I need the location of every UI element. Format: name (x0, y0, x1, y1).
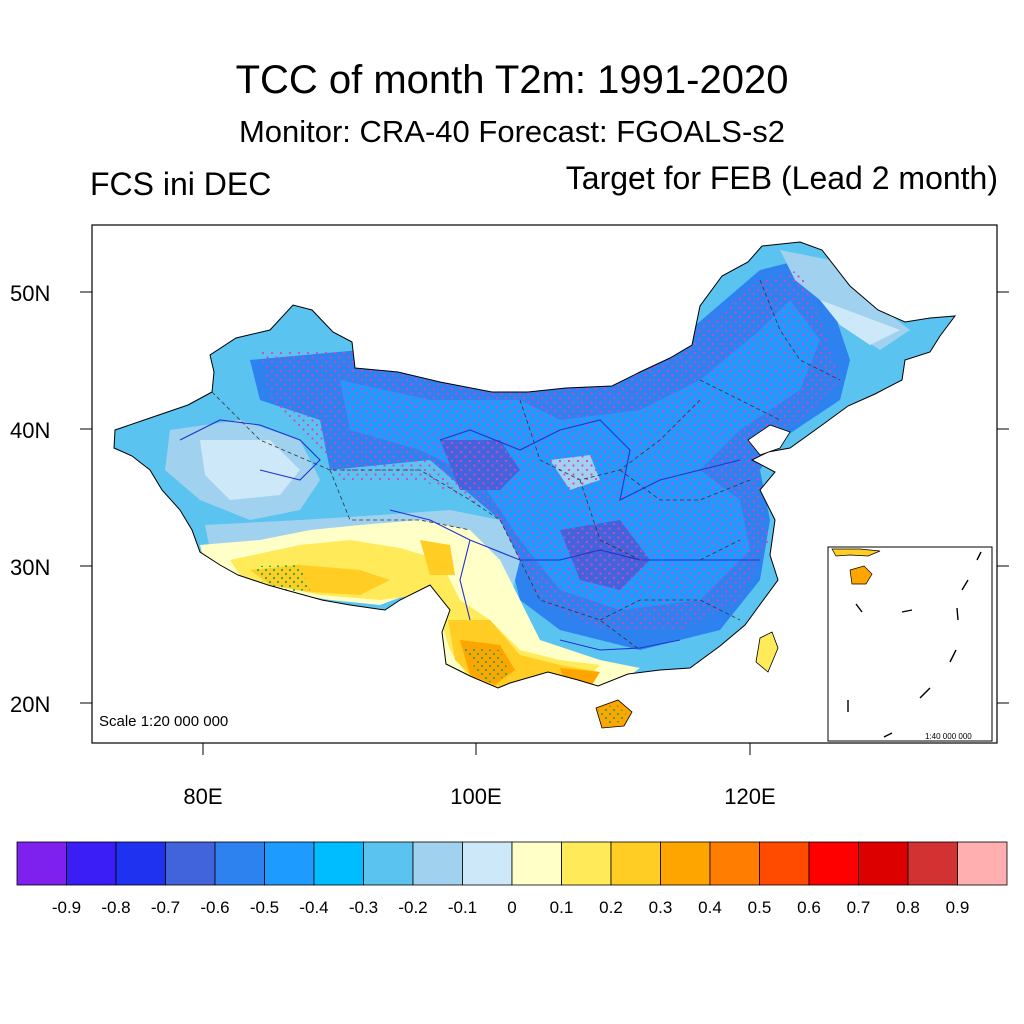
colorbar-label-1: -0.8 (101, 898, 130, 917)
scale-label: Scale 1:20 000 000 (99, 713, 228, 730)
colorbar-label-17: 0.8 (896, 898, 920, 917)
lat-label-20n: 20N (10, 692, 50, 717)
colorbar-swatch-6 (313, 841, 364, 886)
map-subtitle: Monitor: CRA-40 Forecast: FGOALS-s2 (238, 114, 786, 149)
lon-label-80e: 80E (183, 784, 222, 809)
colorbar-swatch-9 (462, 841, 513, 886)
colorbar-label-6: -0.3 (349, 898, 378, 917)
colorbar-swatch-19 (957, 841, 1008, 886)
colorbar-swatch-10 (511, 841, 562, 886)
colorbar-swatch-0 (16, 841, 67, 886)
colorbar-swatch-18 (907, 841, 958, 886)
lon-label-120e: 120E (724, 784, 775, 809)
colorbar-swatch-11 (561, 841, 612, 886)
lon-ticks (202, 743, 751, 755)
colorbar-swatch-3 (165, 841, 216, 886)
colorbar-label-5: -0.4 (299, 898, 328, 917)
south-china-sea-inset: 1:40 000 000 (827, 546, 993, 742)
colorbar-swatch-5 (264, 841, 315, 886)
lat-label-40n: 40N (10, 418, 50, 443)
rivers (179, 419, 760, 651)
colorbar-swatch-12 (610, 841, 661, 886)
colorbar-label-11: 0.2 (599, 898, 623, 917)
colorbar-label-2: -0.7 (151, 898, 180, 917)
colorbar-label-13: 0.4 (698, 898, 722, 917)
colorbar: -0.9 -0.8 -0.7 -0.6 -0.5 -0.4 -0.3 -0.2 -0.1 0 0.1… (16, 841, 1008, 917)
china-outline (113, 241, 957, 689)
map-title: TCC of month T2m: 1991-2020 (235, 58, 789, 102)
colorbar-label-7: -0.2 (398, 898, 427, 917)
colorbar-label-4: -0.5 (250, 898, 279, 917)
colorbar-label-14: 0.5 (748, 898, 772, 917)
colorbar-swatch-4 (214, 841, 265, 886)
colorbar-label-15: 0.6 (797, 898, 821, 917)
colorbar-label-8: -0.1 (448, 898, 477, 917)
colorbar-swatch-2 (115, 841, 166, 886)
colorbar-label-10: 0.1 (550, 898, 574, 917)
colorbar-label-3: -0.6 (200, 898, 229, 917)
colorbar-swatch-13 (660, 841, 711, 886)
colorbar-swatch-16 (808, 841, 859, 886)
colorbar-swatch-8 (412, 841, 463, 886)
colorbar-label-18: 0.9 (946, 898, 970, 917)
colorbar-swatch-15 (759, 841, 810, 886)
colorbar-swatch-1 (66, 841, 117, 886)
colorbar-label-12: 0.3 (649, 898, 673, 917)
colorbar-label-0: -0.9 (52, 898, 81, 917)
colorbar-label-16: 0.7 (847, 898, 871, 917)
lat-label-30n: 30N (10, 555, 50, 580)
inset-scale-label: 1:40 000 000 (925, 732, 972, 741)
lon-label-100e: 100E (450, 784, 501, 809)
lat-ticks (80, 291, 1009, 704)
colorbar-swatch-7 (363, 841, 414, 886)
lat-label-50n: 50N (10, 281, 50, 306)
forecast-init-label: FCS ini DEC (90, 166, 272, 202)
colorbar-swatch-17 (858, 841, 909, 886)
taiwan-island (755, 631, 779, 673)
bohai-sea (747, 424, 791, 456)
colorbar-swatch-14 (709, 841, 760, 886)
target-label: Target for FEB (Lead 2 month) (565, 160, 998, 196)
colorbar-label-9: 0 (507, 898, 516, 917)
